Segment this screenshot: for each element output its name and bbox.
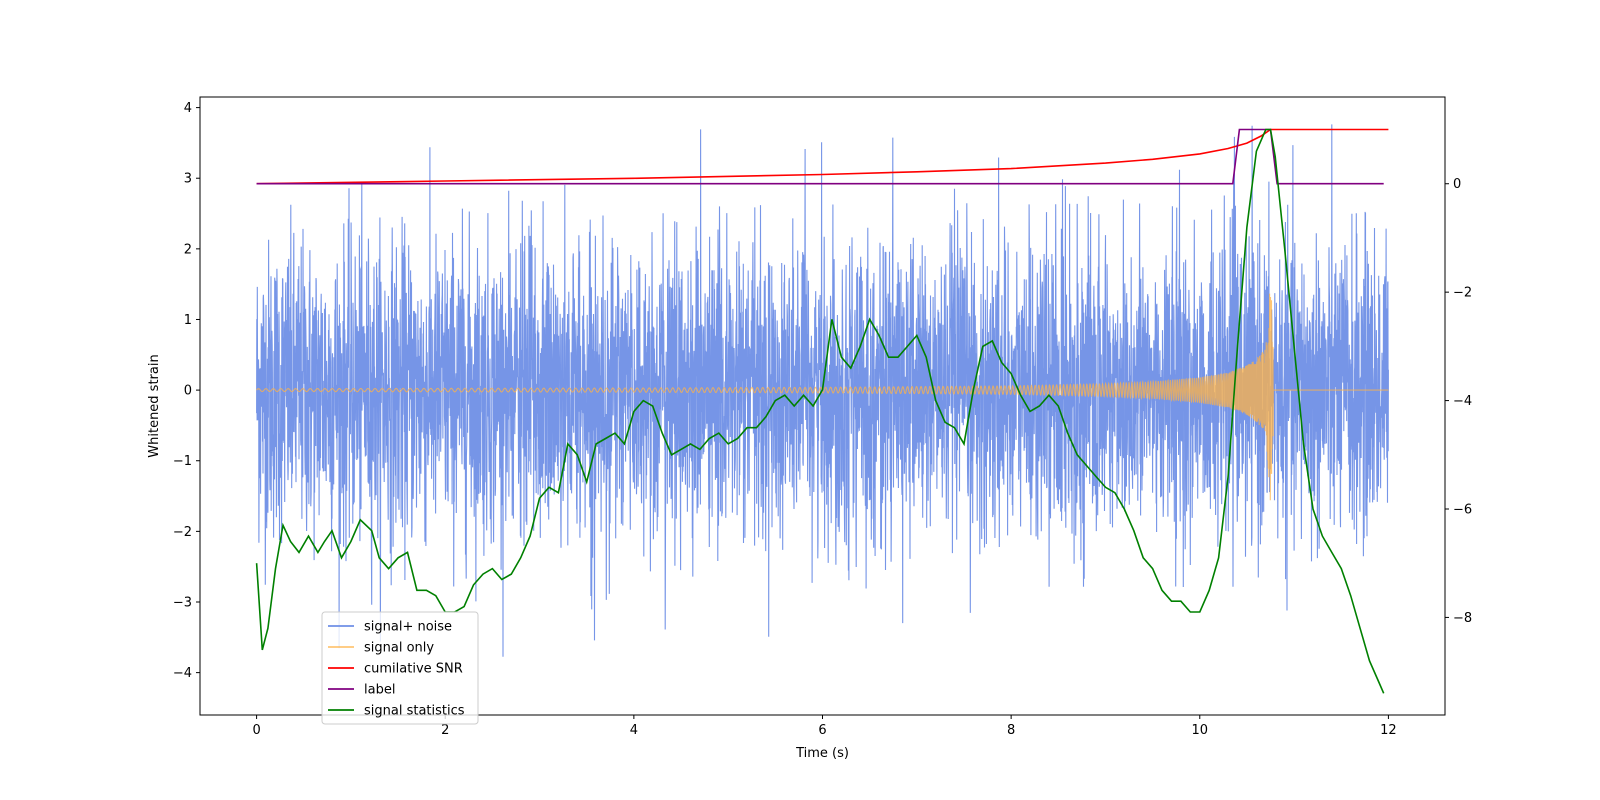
y-tick-label: −1: [173, 454, 192, 469]
y-axis-left: −4 −3 −2 −1 0 1 2 3 4: [173, 101, 200, 681]
y-axis-label: Whitened strain: [147, 354, 162, 457]
x-axis-label: Time (s): [795, 746, 849, 761]
y-axis-right: −8 −6 −4 −2 0: [1445, 177, 1472, 626]
series-signal-noise: [256, 124, 1389, 657]
y-tick-label: 4: [184, 101, 192, 116]
y-tick-label: 3: [184, 172, 192, 187]
y-tick-label: −3: [173, 595, 192, 610]
x-tick-label: 12: [1380, 723, 1397, 738]
x-tick-label: 4: [630, 723, 638, 738]
legend-box: [321, 611, 479, 725]
x-tick-label: 8: [1007, 723, 1015, 738]
series-cumulative-snr: [256, 128, 1389, 185]
y2-tick-label: 0: [1453, 177, 1461, 192]
y-tick-label: −2: [173, 525, 192, 540]
plot-area: [255, 124, 1389, 694]
y2-tick-label: −8: [1453, 611, 1472, 626]
legend-label: signal only: [364, 641, 434, 656]
x-tick-label: 2: [441, 723, 449, 738]
y-tick-label: 1: [184, 313, 192, 328]
y2-tick-label: −2: [1453, 286, 1472, 301]
legend: signal+ noise signal only cumilative SNR la…: [321, 611, 479, 725]
legend-label: signal statistics: [364, 704, 465, 719]
x-tick-label: 6: [818, 723, 826, 738]
legend-label: label: [364, 683, 395, 698]
x-tick-label: 10: [1191, 723, 1208, 738]
legend-label: signal+ noise: [364, 620, 452, 635]
legend-label: cumilative SNR: [364, 662, 463, 677]
series-signal-only: [256, 293, 1389, 501]
x-tick-label: 0: [252, 723, 260, 738]
y-tick-label: 2: [184, 242, 192, 257]
series-group: [255, 124, 1389, 694]
y2-tick-label: −6: [1453, 503, 1472, 518]
y-tick-label: 0: [184, 384, 192, 399]
series-label: [256, 128, 1384, 185]
series-signal-statistics: [255, 128, 1385, 694]
y-tick-label: −4: [173, 666, 192, 681]
y2-tick-label: −4: [1453, 394, 1472, 409]
